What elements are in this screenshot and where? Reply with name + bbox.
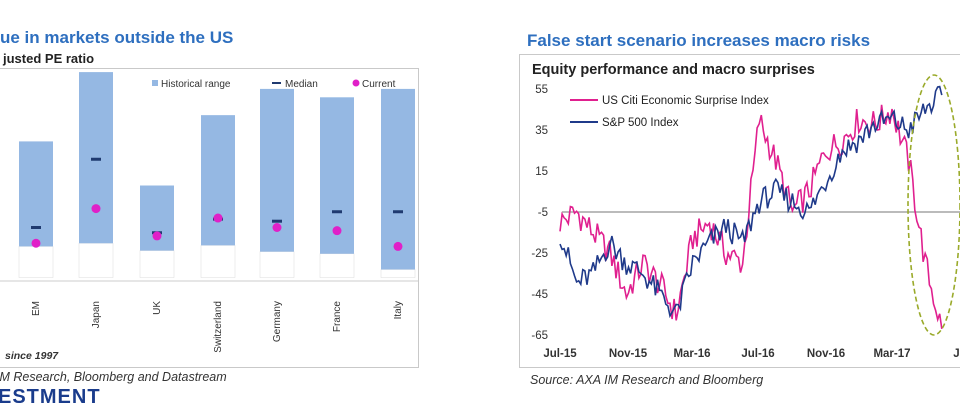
right-source: Source: AXA IM Research and Bloomberg <box>530 373 764 387</box>
y-tick-label: 55 <box>535 84 548 96</box>
y-tick-label: -5 <box>538 207 548 219</box>
range-base-uk <box>139 250 175 278</box>
pe-ratio-chart: Historical range Median Current EM Japan UK Sw… <box>0 72 418 362</box>
current-marker-uk <box>152 231 162 241</box>
range-base-germany <box>259 251 295 278</box>
current-marker-italy <box>393 241 403 251</box>
x-tick-label: Mar-17 <box>873 348 910 360</box>
y-tick-label: -45 <box>531 289 548 301</box>
right-chart-subtitle: Equity performance and macro surprises <box>532 62 815 78</box>
median-marker-france <box>332 210 342 214</box>
legend-median-swatch <box>272 82 281 84</box>
range-bar-em <box>19 141 53 247</box>
left-source: IM Research, Bloomberg and Datastream <box>0 370 227 384</box>
brand-logo-text: ESTMENT <box>0 386 101 408</box>
x-tick-label: Ju <box>953 348 960 360</box>
range-bar-uk <box>140 185 174 251</box>
range-base-france <box>319 253 355 278</box>
y-tick-label: 35 <box>535 125 548 137</box>
legend-citi-label: US Citi Economic Surprise Index <box>602 95 769 107</box>
x-tick-label: Mar-16 <box>673 348 710 360</box>
x-tick-label-germany: Germany <box>272 301 283 342</box>
range-base-switzerland <box>200 245 236 278</box>
x-tick-label-em: EM <box>31 301 42 316</box>
x-tick-label-uk: UK <box>152 301 163 315</box>
current-marker-em <box>31 238 41 248</box>
left-chart-title: ue in markets outside the US <box>0 28 234 47</box>
y-tick-label: -25 <box>531 248 548 260</box>
median-marker-germany <box>272 219 282 223</box>
range-bar-japan <box>79 72 113 244</box>
current-marker-germany <box>272 223 282 232</box>
x-tick-label: Jul-15 <box>543 348 577 360</box>
legend-sp500-label: S&P 500 Index <box>602 117 679 129</box>
series-line-citi <box>559 104 943 330</box>
median-marker-japan <box>91 157 101 161</box>
x-tick-label-france: France <box>332 301 343 333</box>
range-bar-italy <box>381 88 415 270</box>
legend-current-label: Current <box>362 79 396 90</box>
current-marker-switzerland <box>213 213 223 223</box>
y-tick-label: 15 <box>535 166 548 178</box>
range-base-em <box>18 246 54 278</box>
right-chart-panel: Equity performance and macro surprises 55… <box>519 54 960 368</box>
y-tick-label: -65 <box>531 330 548 342</box>
left-chart-panel: Historical range Median Current EM Japan UK Sw… <box>0 68 419 368</box>
highlight-ellipse <box>907 74 960 336</box>
current-marker-japan <box>91 204 101 214</box>
legend-median-label: Median <box>285 79 318 90</box>
legend-range-swatch <box>152 80 158 86</box>
current-marker-france <box>332 226 342 236</box>
range-base-italy <box>380 269 416 278</box>
x-tick-label: Nov-16 <box>807 348 845 360</box>
footnote: since 1997 <box>5 350 59 362</box>
x-tick-label-japan: Japan <box>91 301 102 328</box>
macro-surprise-chart: Equity performance and macro surprises 55… <box>531 62 960 360</box>
x-tick-label: Jul-16 <box>741 348 774 360</box>
x-tick-label-switzerland: Switzerland <box>213 301 224 353</box>
right-chart-title: False start scenario increases macro ris… <box>527 31 871 50</box>
x-tick-label: Nov-15 <box>609 348 648 360</box>
range-base-japan <box>78 242 114 278</box>
legend-current-swatch <box>352 79 360 87</box>
legend: Historical range Median Current <box>152 79 396 90</box>
legend-range-label: Historical range <box>161 79 231 90</box>
median-marker-italy <box>393 210 403 214</box>
range-bar-switzerland <box>201 115 235 246</box>
median-marker-em <box>31 226 41 229</box>
left-chart-subtitle: justed PE ratio <box>3 51 95 66</box>
x-tick-label-italy: Italy <box>393 301 404 319</box>
series-line-sp500 <box>559 85 943 319</box>
